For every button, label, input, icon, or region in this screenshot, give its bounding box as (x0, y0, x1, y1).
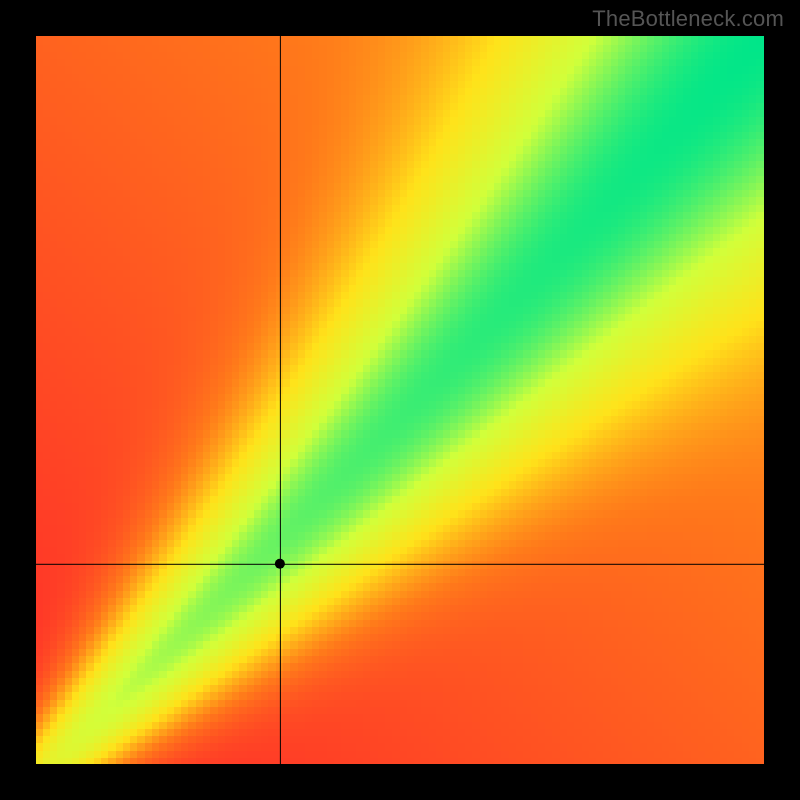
figure-container: TheBottleneck.com (0, 0, 800, 800)
source-watermark: TheBottleneck.com (592, 6, 784, 32)
heatmap-canvas (36, 36, 764, 764)
plot-area (36, 36, 764, 764)
